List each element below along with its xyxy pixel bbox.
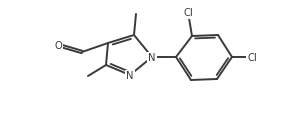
Text: Cl: Cl <box>247 53 257 63</box>
Text: N: N <box>126 71 134 81</box>
Text: Cl: Cl <box>183 8 193 18</box>
Text: N: N <box>148 53 156 63</box>
Text: O: O <box>54 41 62 51</box>
